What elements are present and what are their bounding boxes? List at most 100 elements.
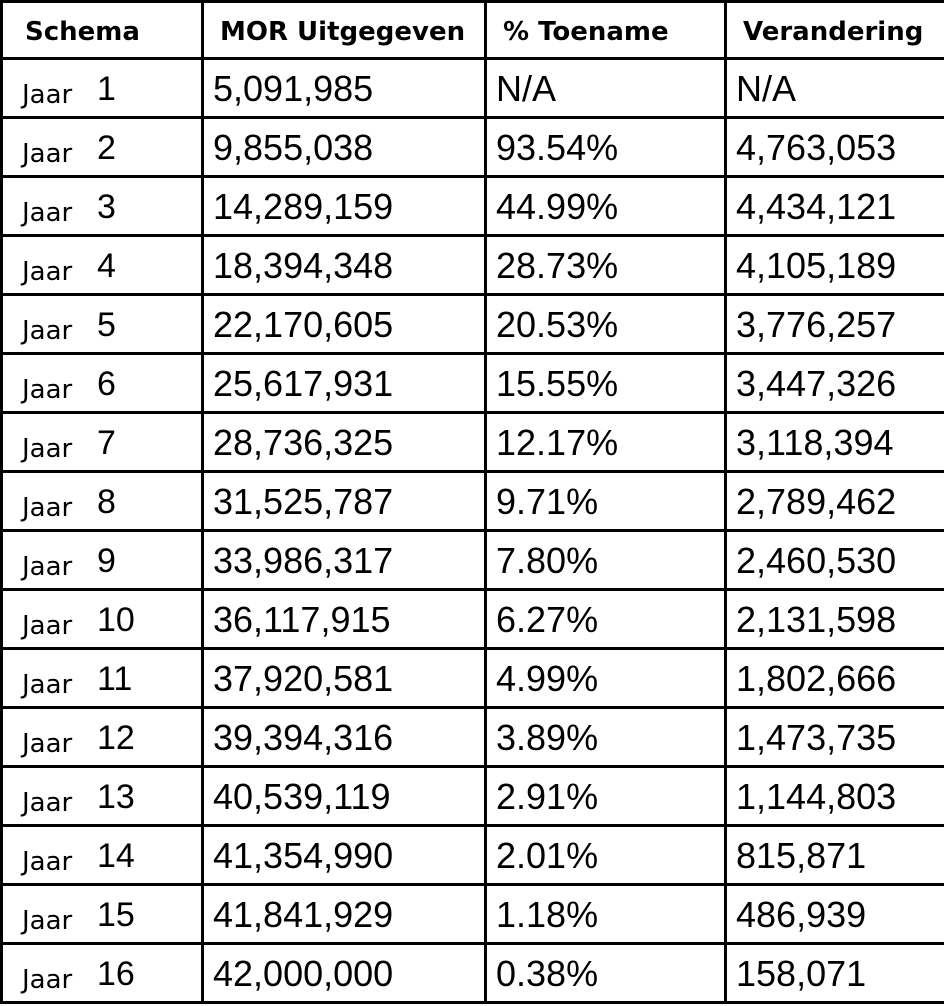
- schedule-cell: Jaar 9: [0, 529, 204, 591]
- change-cell: 3,447,326: [724, 352, 944, 414]
- schedule-cell: Jaar 12: [0, 706, 204, 768]
- table-row: Jaar 9 33,986,317 7.80% 2,460,530: [0, 529, 944, 591]
- table-row: Jaar 12 39,394,316 3.89% 1,473,735: [0, 706, 944, 768]
- percent-increase-cell: 20.53%: [484, 293, 727, 355]
- table-row: Jaar 4 18,394,348 28.73% 4,105,189: [0, 234, 944, 296]
- change-cell: 4,763,053: [724, 116, 944, 178]
- mor-issued-cell: 28,736,325: [201, 411, 487, 473]
- percent-increase-cell: N/A: [484, 57, 727, 119]
- percent-increase-cell: 2.91%: [484, 765, 727, 827]
- percent-increase-cell: 9.71%: [484, 470, 727, 532]
- year-number: 14: [97, 836, 135, 875]
- mor-issued-cell: 42,000,000: [201, 942, 487, 1004]
- year-label: Jaar: [22, 433, 73, 464]
- schedule-cell: Jaar 15: [0, 883, 204, 945]
- percent-increase-cell: 0.38%: [484, 942, 727, 1004]
- year-label: Jaar: [22, 138, 73, 169]
- schedule-cell: Jaar 6: [0, 352, 204, 414]
- header-mor-issued: MOR Uitgegeven: [201, 0, 487, 60]
- change-cell: 4,434,121: [724, 175, 944, 237]
- year-number: 8: [97, 482, 116, 521]
- year-label: Jaar: [22, 610, 73, 641]
- year-number: 2: [97, 128, 116, 167]
- mor-issued-cell: 22,170,605: [201, 293, 487, 355]
- year-label: Jaar: [22, 197, 73, 228]
- percent-increase-cell: 15.55%: [484, 352, 727, 414]
- change-cell: 1,802,666: [724, 647, 944, 709]
- header-schema: Schema: [0, 0, 204, 60]
- year-label: Jaar: [22, 905, 73, 936]
- change-cell: 158,071: [724, 942, 944, 1004]
- change-cell: 2,131,598: [724, 588, 944, 650]
- table-body: Jaar 1 5,091,985 N/A N/A Jaar 2 9,855,038 93.54%…: [0, 57, 944, 1004]
- year-number: 11: [97, 659, 133, 698]
- change-cell: 3,776,257: [724, 293, 944, 355]
- schedule-cell: Jaar 5: [0, 293, 204, 355]
- change-cell: N/A: [724, 57, 944, 119]
- schedule-cell: Jaar 3: [0, 175, 204, 237]
- year-number: 7: [97, 423, 116, 462]
- percent-increase-cell: 28.73%: [484, 234, 727, 296]
- mor-issued-cell: 39,394,316: [201, 706, 487, 768]
- change-cell: 815,871: [724, 824, 944, 886]
- year-label: Jaar: [22, 669, 73, 700]
- header-row: Schema MOR Uitgegeven % Toename Verander…: [0, 0, 944, 60]
- year-label: Jaar: [22, 787, 73, 818]
- change-cell: 2,460,530: [724, 529, 944, 591]
- table-row: Jaar 11 37,920,581 4.99% 1,802,666: [0, 647, 944, 709]
- schedule-cell: Jaar 2: [0, 116, 204, 178]
- percent-increase-cell: 12.17%: [484, 411, 727, 473]
- change-cell: 1,473,735: [724, 706, 944, 768]
- header-change: Verandering: [724, 0, 944, 60]
- year-number: 9: [97, 541, 116, 580]
- change-cell: 3,118,394: [724, 411, 944, 473]
- mor-issued-cell: 41,354,990: [201, 824, 487, 886]
- table-row: Jaar 15 41,841,929 1.18% 486,939: [0, 883, 944, 945]
- mor-issued-cell: 9,855,038: [201, 116, 487, 178]
- table-row: Jaar 10 36,117,915 6.27% 2,131,598: [0, 588, 944, 650]
- mor-issued-cell: 14,289,159: [201, 175, 487, 237]
- year-number: 5: [97, 305, 116, 344]
- change-cell: 4,105,189: [724, 234, 944, 296]
- change-cell: 2,789,462: [724, 470, 944, 532]
- year-number: 6: [97, 364, 116, 403]
- table-row: Jaar 14 41,354,990 2.01% 815,871: [0, 824, 944, 886]
- mor-issued-cell: 37,920,581: [201, 647, 487, 709]
- percent-increase-cell: 6.27%: [484, 588, 727, 650]
- year-number: 3: [97, 187, 116, 226]
- year-label: Jaar: [22, 315, 73, 346]
- percent-increase-cell: 4.99%: [484, 647, 727, 709]
- year-number: 13: [97, 777, 135, 816]
- percent-increase-cell: 93.54%: [484, 116, 727, 178]
- year-number: 12: [97, 718, 135, 757]
- schedule-cell: Jaar 11: [0, 647, 204, 709]
- mor-issued-cell: 5,091,985: [201, 57, 487, 119]
- table-row: Jaar 6 25,617,931 15.55% 3,447,326: [0, 352, 944, 414]
- schedule-cell: Jaar 4: [0, 234, 204, 296]
- mor-issued-cell: 25,617,931: [201, 352, 487, 414]
- year-label: Jaar: [22, 728, 73, 759]
- change-cell: 486,939: [724, 883, 944, 945]
- percent-increase-cell: 7.80%: [484, 529, 727, 591]
- mor-issued-cell: 18,394,348: [201, 234, 487, 296]
- year-label: Jaar: [22, 492, 73, 523]
- change-cell: 1,144,803: [724, 765, 944, 827]
- table-row: Jaar 3 14,289,159 44.99% 4,434,121: [0, 175, 944, 237]
- year-label: Jaar: [22, 79, 73, 110]
- percent-increase-cell: 3.89%: [484, 706, 727, 768]
- schedule-cell: Jaar 10: [0, 588, 204, 650]
- table-row: Jaar 2 9,855,038 93.54% 4,763,053: [0, 116, 944, 178]
- year-number: 1: [97, 69, 116, 108]
- table-row: Jaar 7 28,736,325 12.17% 3,118,394: [0, 411, 944, 473]
- table-row: Jaar 1 5,091,985 N/A N/A: [0, 57, 944, 119]
- schedule-cell: Jaar 8: [0, 470, 204, 532]
- table-row: Jaar 13 40,539,119 2.91% 1,144,803: [0, 765, 944, 827]
- mor-issued-cell: 41,841,929: [201, 883, 487, 945]
- schedule-cell: Jaar 1: [0, 57, 204, 119]
- year-label: Jaar: [22, 551, 73, 582]
- percent-increase-cell: 2.01%: [484, 824, 727, 886]
- year-label: Jaar: [22, 964, 73, 995]
- schedule-cell: Jaar 14: [0, 824, 204, 886]
- mor-issued-cell: 40,539,119: [201, 765, 487, 827]
